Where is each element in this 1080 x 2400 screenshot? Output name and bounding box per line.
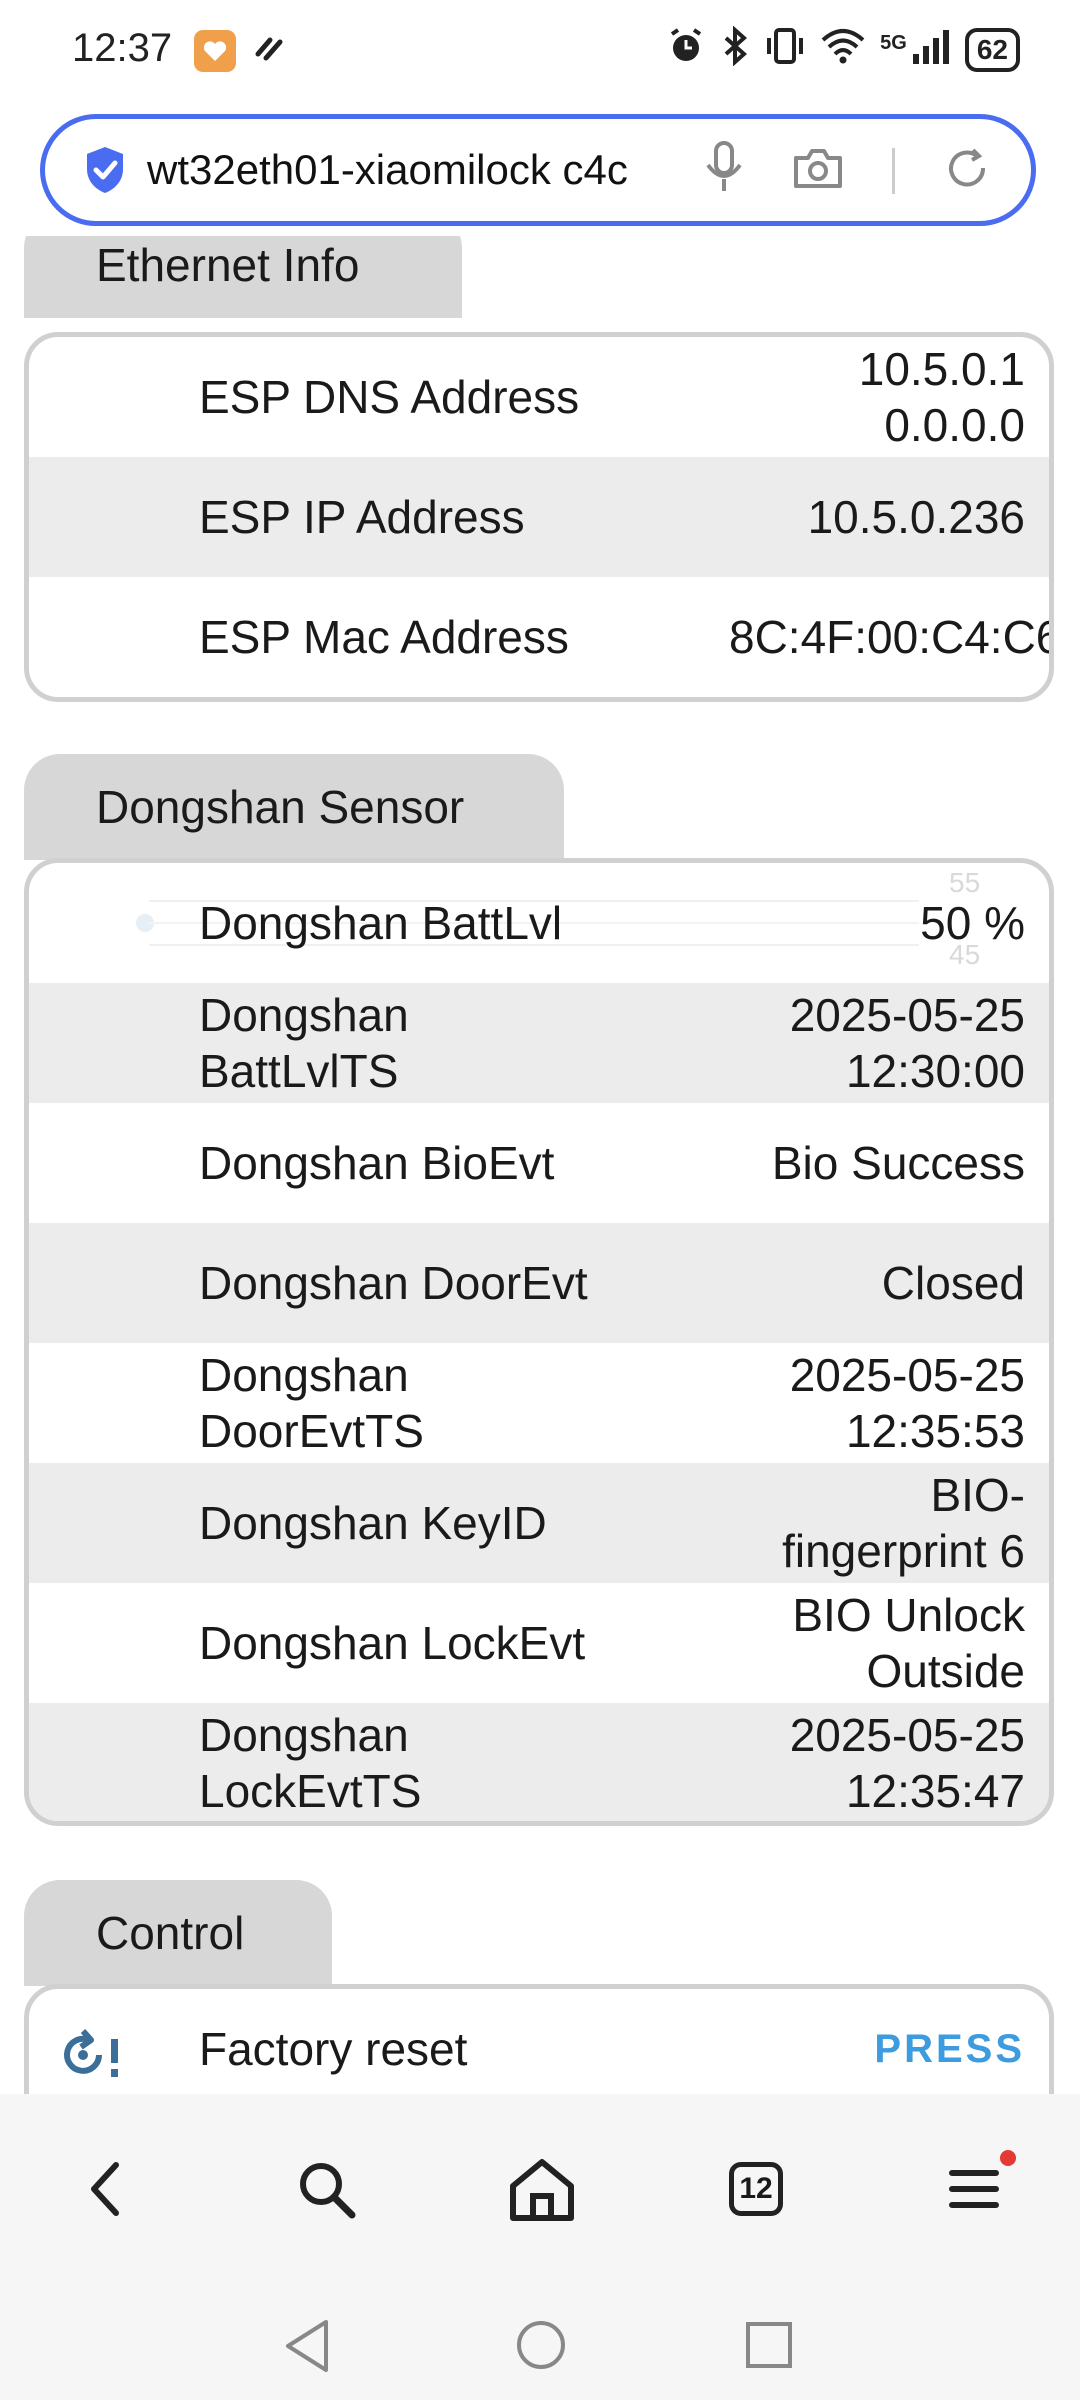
link-icon [250,28,290,73]
triangle-back-icon[interactable] [282,2318,332,2379]
url-divider [892,147,895,194]
row-value: 2025-05-25 12:35:47 [789,1709,1025,1817]
signal-icon [911,26,951,74]
row-label: Dongshan DoorEvt [199,1257,588,1309]
row-label: Dongshan KeyID [199,1497,547,1549]
row-value: 2025-05-25 12:35:53 [789,1349,1025,1457]
row-label: Factory reset [199,2023,468,2075]
row-value: BIO- fingerprint 6 [782,1469,1025,1577]
row-value: 8C:4F:00:C4:C6 [729,611,1054,663]
row-label: ESP Mac Address [199,611,569,663]
back-icon[interactable] [66,2154,146,2224]
status-time: 12:37 [72,26,173,70]
notification-dot [1000,2150,1016,2166]
row-esp-dns: ESP DNS Address 10.5.0.1 0.0.0.0 [29,337,1049,457]
row-label: Dongshan DoorEvtTS [199,1349,424,1457]
row-value: Closed [881,1257,1025,1309]
ethernet-info-body: ESP DNS Address 10.5.0.1 0.0.0.0 ESP IP … [24,332,1054,702]
row-value: Bio Success [771,1137,1025,1189]
row-label: Dongshan BattLvl [199,897,563,949]
search-icon[interactable] [286,2154,366,2224]
square-recents-icon[interactable] [744,2320,794,2375]
row-label: Dongshan LockEvt [199,1617,586,1669]
home-icon[interactable] [502,2154,582,2224]
control-body: Factory reset PRESS [24,1984,1054,2094]
control-tab: Control [24,1880,332,1986]
row-value: 2025-05-25 12:30:00 [789,989,1025,1097]
wifi-icon [820,26,866,74]
factory-reset-press-button[interactable]: PRESS [874,2026,1025,2071]
row-label: ESP DNS Address [199,371,580,423]
row-doorevt-ts: Dongshan DoorEvtTS 2025-05-25 12:35:53 [29,1343,1049,1463]
page-content[interactable]: Ethernet Info ESP DNS Address 10.5.0.1 0… [0,236,1080,2094]
row-label: Dongshan BattLvlTS [199,989,409,1097]
row-label: Dongshan BioEvt [199,1137,555,1189]
url-text[interactable]: wt32eth01-xiaomilock c4c [147,146,628,193]
row-value: 50 % [920,897,1025,949]
row-bioevt: Dongshan BioEvt Bio Success [29,1103,1049,1223]
row-esp-mac: ESP Mac Address 8C:4F:00:C4:C6 [29,577,1049,697]
ethernet-info-tab: Ethernet Info [24,236,462,318]
app-notification-icon [194,29,236,72]
row-lockevt-ts: Dongshan LockEvtTS 2025-05-25 12:35:47 [29,1703,1049,1821]
battery-icon: 62 [964,28,1020,72]
system-nav-bar [0,2284,1080,2400]
menu-icon[interactable] [934,2150,1016,2224]
status-bar: 12:37 5G 62 [0,0,1080,104]
alarm-icon [666,26,706,74]
network-type: 5G [880,31,907,54]
dongshan-sensor-body: 55 45 Dongshan BattLvl 50 % Dongshan Bat… [24,858,1054,1826]
camera-icon[interactable] [792,146,844,195]
row-battlvl-ts: Dongshan BattLvlTS 2025-05-25 12:30:00 [29,983,1049,1103]
row-esp-ip: ESP IP Address 10.5.0.236 [29,457,1049,577]
row-factory-reset[interactable]: Factory reset PRESS [29,1989,1049,2094]
tabs-icon[interactable]: 12 [716,2154,796,2224]
shield-icon [83,145,127,195]
row-value: 10.5.0.236 [807,491,1025,543]
row-doorevt: Dongshan DoorEvt Closed [29,1223,1049,1343]
dongshan-sensor-tab: Dongshan Sensor [24,754,564,860]
row-battlvl: 55 45 Dongshan BattLvl 50 % [29,863,1049,983]
row-value: 10.5.0.1 0.0.0.0 [858,343,1025,451]
url-bar[interactable]: wt32eth01-xiaomilock c4c [40,114,1036,226]
row-value: BIO Unlock Outside [792,1589,1025,1697]
sparkline-lower-ref: 45 [949,939,981,970]
vibrate-icon [764,26,806,74]
row-label: Dongshan LockEvtTS [199,1709,422,1817]
factory-reset-icon [59,2027,129,2088]
microphone-icon[interactable] [704,141,744,200]
sparkline-upper-ref: 55 [949,867,981,898]
tab-count: 12 [729,2162,783,2216]
row-keyid: Dongshan KeyID BIO- fingerprint 6 [29,1463,1049,1583]
bluetooth-icon [720,25,750,74]
browser-bottom-nav: 12 [0,2094,1080,2284]
row-label: ESP IP Address [199,491,525,543]
battery-sparkline [136,900,919,946]
row-lockevt: Dongshan LockEvt BIO Unlock Outside [29,1583,1049,1703]
circle-home-icon[interactable] [514,2318,568,2377]
reload-icon[interactable] [943,144,991,197]
